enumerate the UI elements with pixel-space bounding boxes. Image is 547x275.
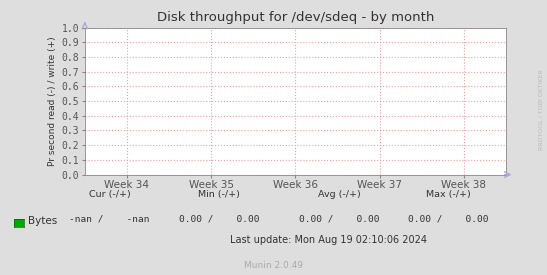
Text: Min (-/+): Min (-/+) [198, 190, 240, 199]
Text: Bytes: Bytes [28, 216, 57, 226]
Text: Max (-/+): Max (-/+) [426, 190, 471, 199]
Y-axis label: Pr second read (-) / write (+): Pr second read (-) / write (+) [49, 36, 57, 166]
Title: Disk throughput for /dev/sdeq - by month: Disk throughput for /dev/sdeq - by month [156, 10, 434, 24]
Text: Avg (-/+): Avg (-/+) [318, 190, 360, 199]
Text: Last update: Mon Aug 19 02:10:06 2024: Last update: Mon Aug 19 02:10:06 2024 [230, 235, 427, 245]
Text: 0.00 /    0.00: 0.00 / 0.00 [178, 214, 259, 223]
Text: -nan /    -nan: -nan / -nan [69, 214, 150, 223]
Text: Cur (-/+): Cur (-/+) [89, 190, 130, 199]
Text: Munin 2.0.49: Munin 2.0.49 [244, 261, 303, 270]
Text: 0.00 /    0.00: 0.00 / 0.00 [408, 214, 489, 223]
Text: RRDTOOL / TOBI OETIKER: RRDTOOL / TOBI OETIKER [538, 70, 543, 150]
Text: 0.00 /    0.00: 0.00 / 0.00 [299, 214, 380, 223]
